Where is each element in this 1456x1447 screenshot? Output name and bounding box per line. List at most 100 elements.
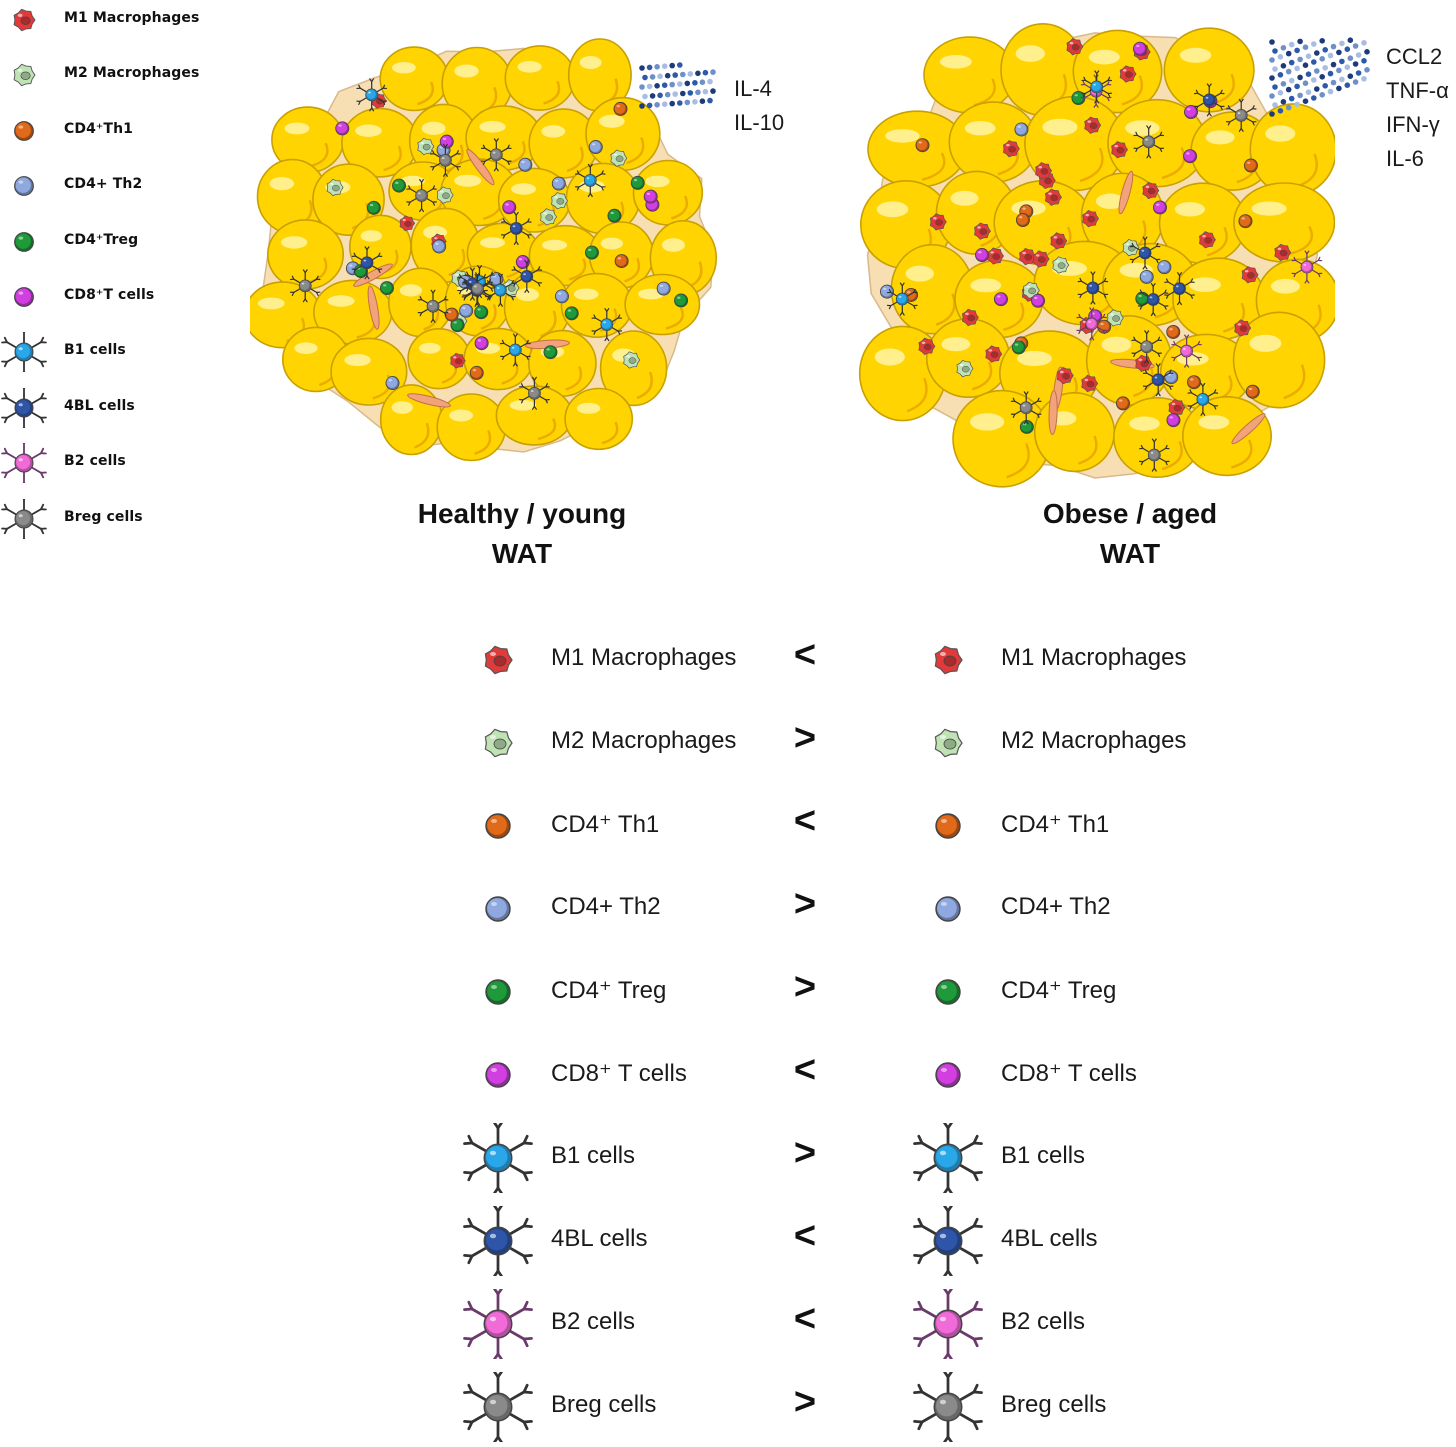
breg-cell-icon (913, 1372, 983, 1442)
comparison-operator: < (793, 1049, 817, 1091)
obese-cytokine-list: CCL2 TNF-α IFN-γ IL-6 (1386, 40, 1449, 176)
cd8-t-cell-icon (502, 200, 517, 215)
legend-item: CD4⁺Treg (0, 222, 230, 262)
legend-item: M1 Macrophages (0, 0, 230, 40)
cd4-th2-icon (1157, 260, 1172, 275)
healthy-cytokine-dots (639, 62, 716, 109)
cd4-treg-icon (485, 979, 511, 1005)
m1-macrophage-icon (918, 337, 936, 356)
healthy-wat-illustration (250, 38, 717, 462)
legend-label: CD4⁺Th1 (64, 120, 133, 137)
m1-macrophage-icon (1241, 266, 1259, 284)
comparison-operator: > (793, 1132, 817, 1174)
cytokine-label: IL-10 (734, 110, 785, 135)
cd4-th2-icon (432, 239, 447, 254)
legend-label: B2 cells (64, 453, 126, 470)
m1-macrophage-icon (1084, 116, 1102, 134)
cd8-t-cell-icon (485, 1062, 511, 1088)
cd4-th2-icon (656, 281, 671, 296)
m2-macrophage-icon (13, 64, 36, 87)
healthy-title-line1: Healthy / young (417, 498, 627, 529)
legend-item: CD4+ Th2 (0, 166, 230, 206)
cd4-th2-icon (1139, 269, 1154, 284)
4bl-cell-icon (1164, 272, 1195, 306)
m2-macrophage-icon (326, 178, 344, 197)
b2-cell-icon (1076, 307, 1108, 341)
4bl-cell-icon (1193, 83, 1225, 117)
legend-label: B1 cells (64, 342, 126, 359)
m1-macrophage-icon (1035, 162, 1053, 180)
comparison-operator: < (793, 1215, 817, 1257)
m1-macrophage-icon (1234, 319, 1252, 337)
obese-cytokine-dots (1269, 37, 1370, 117)
breg-cell-icon (406, 178, 437, 213)
cd4-th1-icon (1187, 375, 1201, 390)
obese-cell-label: 4BL cells (1001, 1225, 1098, 1252)
m1-macrophage-icon (1032, 250, 1050, 268)
m1-macrophage-icon (1081, 374, 1099, 393)
m2-macrophage-icon (1052, 256, 1070, 274)
4bl-cell-icon (1137, 282, 1169, 317)
m1-macrophage-icon (1119, 65, 1137, 83)
m1-macrophage-icon (13, 8, 36, 32)
m1-macrophage-icon (1019, 247, 1037, 266)
healthy-cell-label: M1 Macrophages (551, 644, 737, 671)
comparison-operator: < (793, 1298, 817, 1340)
obese-cell-label: M2 Macrophages (1001, 727, 1187, 754)
cd4-treg-icon (366, 200, 381, 215)
cd4-treg-icon (1019, 419, 1034, 434)
healthy-cell-label: B1 cells (551, 1142, 636, 1169)
cd4-th1-icon (1115, 396, 1130, 411)
cd4-treg-icon (1011, 340, 1026, 355)
obese-title-line2: WAT (1099, 538, 1161, 569)
m2-macrophage-icon (1106, 309, 1124, 327)
4bl-cell-icon (1, 387, 47, 428)
cd4-th2-icon (551, 176, 566, 191)
cd8-t-cell-icon (993, 292, 1008, 307)
cd4-th1-icon (444, 307, 459, 322)
legend-item: M2 Macrophages (0, 55, 230, 95)
cd4-treg-icon (379, 281, 394, 296)
breg-cell-icon (519, 376, 550, 410)
cd4-th2-icon (554, 289, 569, 304)
m2-macrophage-icon (551, 192, 569, 210)
cd4-th1-icon (1015, 213, 1030, 227)
legend-label: CD4+ Th2 (64, 176, 143, 193)
comparison-operator: > (793, 1381, 817, 1423)
cd8-t-cell-icon (335, 121, 350, 136)
cd4-treg-icon (564, 306, 579, 321)
legend-item: B1 cells (0, 332, 230, 373)
comparison-row: M1 Macrophages < M1 Macrophages (0, 620, 1456, 700)
cd4-treg-icon (474, 305, 489, 320)
healthy-cell-label: CD4+ Th2 (551, 893, 661, 920)
comparison-row: CD4⁺ Th1 < CD4⁺ Th1 (0, 786, 1456, 866)
obese-cell-label: CD4+ Th2 (1001, 893, 1111, 920)
comparison-row: CD4⁺ Treg > CD4⁺ Treg (0, 952, 1456, 1032)
breg-cell-icon (1133, 125, 1165, 159)
m2-macrophage-icon (436, 186, 454, 204)
comparison-operator: > (793, 717, 817, 759)
obese-cell-label: M1 Macrophages (1001, 644, 1187, 671)
cd4-th2-icon (485, 896, 511, 922)
comparison-row: Breg cells > Breg cells (0, 1367, 1456, 1447)
healthy-cell-label: CD4⁺ Th1 (551, 811, 660, 838)
m1-macrophage-icon (1142, 181, 1160, 200)
4bl-cell-icon (463, 1206, 533, 1276)
b1-cell-icon (591, 308, 623, 342)
legend-label: Breg cells (64, 508, 143, 525)
4bl-cell-icon (1129, 236, 1161, 270)
m1-macrophage-icon (1056, 366, 1074, 385)
cd4-th1-icon (1238, 214, 1253, 229)
healthy-cell-label: M2 Macrophages (551, 727, 737, 754)
cd4-th2-icon (880, 284, 894, 299)
breg-cell-icon (1225, 98, 1257, 132)
cd8-t-cell-icon (975, 248, 989, 263)
cd8-t-cell-icon (14, 287, 34, 307)
obese-cell-label: CD4⁺ Th1 (1001, 811, 1110, 838)
cd4-th1-icon (1245, 384, 1260, 399)
legend-item: Breg cells (0, 498, 230, 539)
4bl-cell-icon (511, 259, 543, 293)
breg-cell-icon (480, 138, 512, 172)
4bl-cell-icon (351, 246, 383, 280)
healthy-cell-label: 4BL cells (551, 1225, 648, 1252)
